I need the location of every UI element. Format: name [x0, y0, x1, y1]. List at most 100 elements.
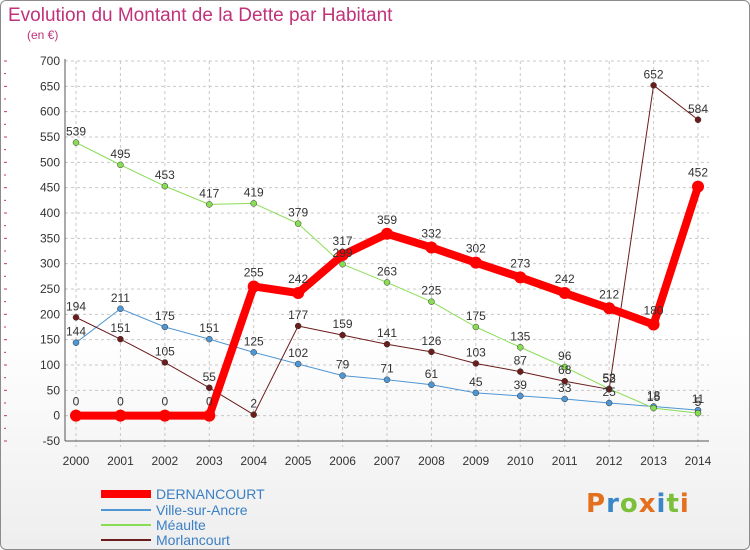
axes: -500501001502002503003504004505005506006…	[4, 54, 712, 468]
y-tick-label: 50	[47, 383, 61, 397]
y-tick-label: 550	[40, 130, 60, 144]
data-label: 79	[336, 358, 350, 372]
data-label: 175	[155, 309, 175, 323]
data-label: 255	[244, 265, 264, 279]
data-label: 52	[602, 371, 616, 385]
data-label: 103	[466, 345, 486, 359]
data-label: 71	[380, 362, 394, 376]
x-tick-label: 2005	[285, 454, 312, 468]
y-tick-label: 400	[40, 206, 60, 220]
data-point	[250, 411, 257, 418]
chart-title: Evolution du Montant de la Dette par Hab…	[8, 5, 393, 26]
data-label: 242	[288, 272, 308, 286]
logo-letter: r	[606, 489, 620, 519]
data-label: 39	[514, 378, 528, 392]
data-label: 11	[692, 392, 705, 406]
y-tick-label: 300	[40, 257, 60, 271]
legend-label: Morlancourt	[156, 532, 230, 548]
data-label: 359	[377, 213, 397, 227]
data-label: 141	[377, 326, 397, 340]
data-point	[605, 399, 613, 407]
data-point	[247, 280, 260, 293]
data-label: 25	[602, 385, 616, 399]
data-point	[381, 227, 393, 240]
data-point	[250, 200, 257, 207]
data-label: 144	[66, 325, 86, 339]
data-point	[117, 335, 124, 343]
data-label: 417	[199, 186, 219, 200]
data-point	[292, 287, 305, 300]
data-label: 332	[421, 226, 441, 240]
data-point	[428, 348, 435, 356]
data-point	[428, 298, 435, 305]
data-point	[472, 323, 480, 331]
y-tick-label: 700	[40, 54, 60, 68]
data-point	[472, 360, 480, 367]
x-tick-label: 2003	[196, 454, 223, 468]
data-label: 175	[466, 309, 486, 323]
data-label: 539	[66, 125, 86, 139]
legend-label: DERNANCOURT	[156, 486, 265, 502]
data-point	[694, 116, 702, 124]
data-label: 317	[333, 234, 353, 248]
data-label: 18	[647, 389, 661, 403]
data-point	[161, 182, 169, 190]
data-label: 242	[555, 272, 575, 286]
y-tick-label: -50	[43, 434, 61, 448]
data-point	[72, 139, 80, 146]
x-tick-label: 2001	[107, 454, 134, 468]
data-label: 0	[206, 395, 213, 409]
data-label: 273	[510, 256, 530, 270]
grid	[65, 60, 709, 447]
x-tick-label: 2006	[329, 454, 356, 468]
data-label: 177	[288, 308, 308, 322]
y-tick-label: 100	[40, 358, 60, 372]
data-label: 299	[333, 246, 353, 260]
data-point	[294, 360, 302, 368]
data-label: 302	[466, 242, 486, 256]
data-label: 135	[510, 329, 530, 343]
data-point	[203, 409, 216, 422]
x-tick-label: 2009	[463, 454, 490, 468]
data-label: 5	[695, 395, 702, 409]
y-tick-label: 200	[40, 307, 60, 321]
data-point	[250, 349, 257, 356]
data-label: 495	[110, 147, 130, 161]
data-point	[605, 386, 613, 393]
logo-letter: x	[638, 489, 657, 519]
data-point	[161, 359, 169, 366]
data-point	[650, 404, 657, 412]
data-label: 211	[111, 291, 130, 305]
data-label: 159	[333, 317, 353, 331]
data-label: 126	[421, 334, 441, 348]
data-label: 0	[117, 395, 124, 409]
y-tick-label: 650	[40, 79, 60, 93]
data-point	[70, 409, 82, 422]
data-point	[428, 381, 435, 389]
data-point	[517, 392, 524, 400]
data-label: 452	[688, 166, 708, 180]
data-label: 125	[244, 334, 264, 348]
data-point	[558, 287, 571, 300]
data-point	[72, 314, 80, 321]
data-point	[425, 241, 438, 254]
x-tick-label: 2004	[240, 454, 267, 468]
data-label: 225	[421, 284, 441, 298]
proxiti-logo: Proxiti	[586, 489, 690, 519]
data-label: 263	[377, 264, 397, 278]
y-tick-label: 600	[40, 105, 60, 119]
data-point	[561, 377, 568, 385]
data-label: 652	[644, 67, 664, 81]
series-group	[70, 82, 704, 422]
legend: DERNANCOURTVille-sur-AncreMéaulteMorlanc…	[101, 486, 265, 548]
data-point	[692, 180, 704, 193]
data-label: 102	[288, 346, 308, 360]
data-point	[339, 331, 346, 339]
data-label: 45	[469, 375, 483, 389]
y-tick-label: 250	[40, 282, 60, 296]
data-point	[206, 335, 213, 343]
data-label: 33	[558, 381, 572, 395]
x-tick-label: 2008	[418, 454, 445, 468]
